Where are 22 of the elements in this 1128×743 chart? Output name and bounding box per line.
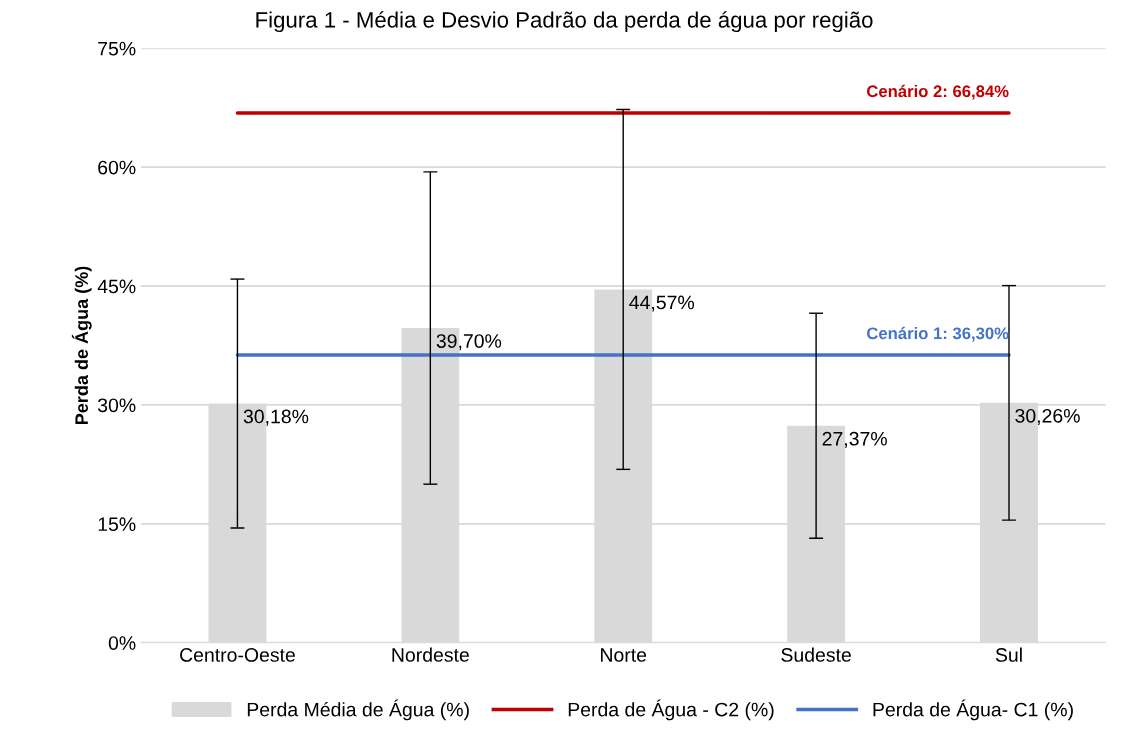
data-label: 30,26% [1015,408,1080,426]
y-tick-label: 0% [108,636,136,650]
chart-title: Figura 1 - Média e Desvio Padrão da perda de água por região [256,11,873,33]
x-tick-label: Sudeste [781,647,851,662]
x-tick-label: Norte [601,648,647,662]
data-label: 39,70% [436,334,502,351]
x-tick-label: Sul [995,647,1022,662]
annotation: Cenário 2: 66,84% [867,84,1009,100]
y-tick-label: 30% [97,398,136,413]
x-tick-label: Nordeste [392,647,469,662]
data-label: 30,18% [243,409,309,426]
data-label: 27,37% [822,431,887,448]
legend-label: Perda Média de Água (%) [247,699,469,721]
y-axis-title: Perda de Água (%) [71,266,92,425]
y-tick-label: 60% [98,160,136,175]
y-tick-label: 15% [98,517,136,532]
legend-label: Perda de Água- C1 (%) [873,699,1073,721]
y-tick-label: 45% [97,279,136,294]
x-tick-label: Centro-Oeste [180,648,295,662]
legend-label: Perda de Água - C2 (%) [568,699,774,721]
data-label: 44,57% [629,295,695,312]
y-tick-label: 75% [98,41,136,56]
